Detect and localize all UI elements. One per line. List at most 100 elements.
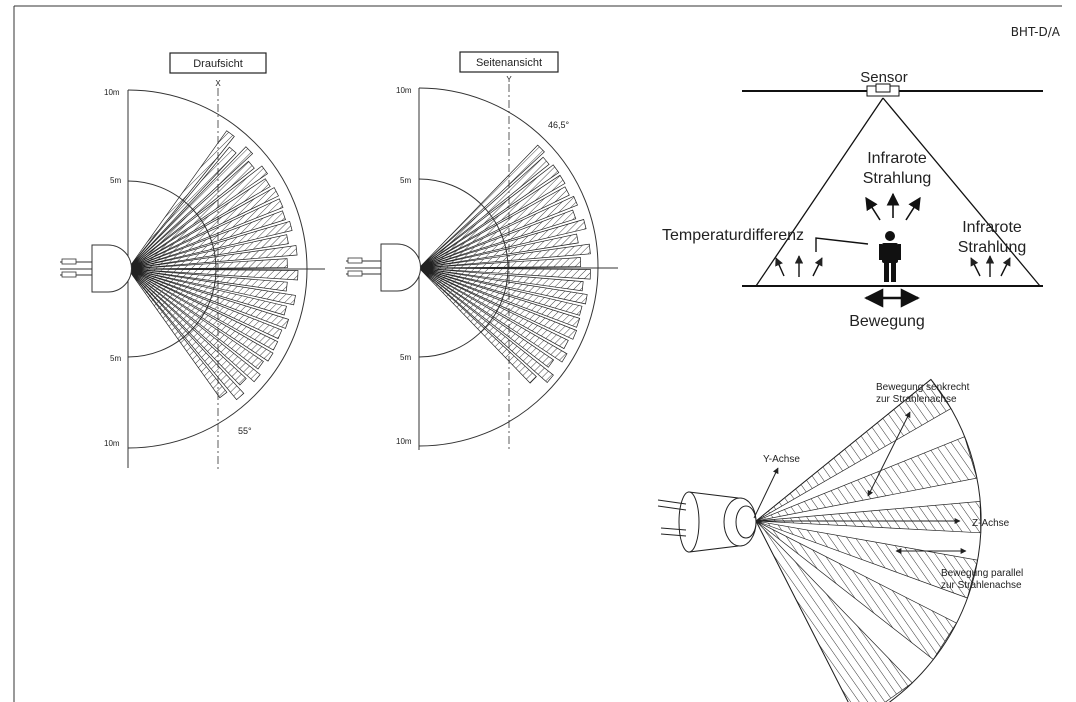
- side-view-zone: [418, 267, 537, 384]
- side-view-axis-label: Y: [506, 75, 512, 84]
- temperature-difference-leader: [815, 237, 869, 252]
- top-view-zone: [127, 268, 261, 383]
- side-view-zone: [418, 195, 578, 269]
- side-view-zone: [418, 267, 588, 305]
- side-view-zone: [418, 267, 591, 280]
- perpendicular-movement-label-line1: Bewegung senkrecht: [876, 382, 970, 393]
- side-view-zone: [418, 144, 545, 269]
- top-view-zone: [127, 165, 268, 270]
- floor-ir-arrow-right-1: [970, 257, 981, 277]
- top-view-zone: [127, 187, 279, 270]
- floor-ir-arrow-left-1: [775, 257, 785, 277]
- top-view-axis-label: X: [215, 79, 221, 88]
- top-view-zone: [127, 198, 284, 270]
- top-view-zone: [127, 130, 235, 270]
- lens-3d-hatched-zone: [755, 501, 982, 534]
- sensor-cylinder: [657, 491, 757, 553]
- side-view-scale-label-5m-top: 5m: [400, 176, 411, 185]
- side-view-sensor-icon: [346, 243, 421, 292]
- top-view-diagram: Draufsicht X 10m 5m 5m 10m 55°: [60, 52, 325, 470]
- top-view-zone: [127, 146, 237, 270]
- top-view-zone: [127, 234, 289, 270]
- side-view-zone: [418, 233, 579, 269]
- perpendicular-movement-label-line2: zur Strahlenachse: [876, 394, 957, 405]
- side-view-zone: [418, 174, 566, 269]
- lens-3d-detection-fan: [755, 378, 982, 702]
- side-view-zone: [418, 267, 569, 350]
- detection-cone-left: [755, 97, 884, 287]
- top-view-title-box: [169, 52, 267, 74]
- top-view-zone: [127, 268, 245, 401]
- top-view-zone: [127, 268, 299, 281]
- ir-center-label-line1: Infrarote: [867, 150, 927, 167]
- ir-center-arrow-left: [865, 196, 881, 221]
- top-view-scale-label-10m-top: 10m: [104, 88, 120, 97]
- floor-ir-arrow-right-3: [1000, 257, 1011, 277]
- ceiling-sensor: [866, 83, 900, 97]
- ir-right-label-line2: Strahlung: [958, 239, 1027, 256]
- top-view-zone: [127, 178, 271, 270]
- top-view-zone: [127, 268, 279, 351]
- side-view-zone: [418, 219, 587, 269]
- lens-3d-diagram: Y-Achse Z-Achse Bewegung senkrecht zur S…: [657, 378, 1023, 702]
- sensor-label: Sensor: [860, 69, 908, 86]
- top-view-detection-fan: [127, 130, 299, 401]
- top-view-range-5m-arc: [127, 180, 217, 358]
- side-view-zone: [418, 267, 584, 292]
- top-view-zone: [127, 268, 290, 329]
- top-view-zone: [127, 268, 288, 292]
- principle-diagram: Sensor Infrarote Strahlung Infrarote Str…: [662, 69, 1043, 330]
- side-view-zone: [418, 267, 568, 363]
- top-view-zone: [127, 220, 293, 270]
- side-view-zone: [418, 267, 583, 316]
- side-view-zone: [418, 267, 554, 384]
- side-view-angle-label: 46,5°: [548, 120, 570, 130]
- top-view-zone: [127, 268, 274, 362]
- top-view-zone: [127, 268, 228, 399]
- top-view-range-10m-arc: [127, 89, 308, 449]
- parallel-movement-label-line2: zur Strahlenachse: [941, 580, 1022, 591]
- side-view-zone: [418, 267, 581, 328]
- side-view-zone: [418, 257, 582, 269]
- side-view-range-5m-arc: [418, 178, 509, 358]
- lens-3d-hatched-zone: [755, 520, 958, 661]
- y-axis-label: Y-Achse: [763, 454, 800, 465]
- z-axis-label: Z-Achse: [972, 518, 1010, 529]
- side-view-scale-label-10m-top: 10m: [396, 86, 412, 95]
- detection-cone-right: [882, 97, 1041, 287]
- top-view-zone: [127, 268, 287, 316]
- ir-center-arrow-right: [905, 196, 921, 221]
- side-view-scale-label-10m-bottom: 10m: [396, 437, 412, 446]
- lens-3d-hatched-zone: [755, 520, 913, 702]
- lens-3d-hatched-zone: [755, 520, 979, 599]
- top-view-zone: [127, 268, 296, 306]
- parallel-movement-label-line1: Bewegung parallel: [941, 568, 1023, 579]
- side-view-zone: [418, 267, 555, 368]
- top-view-zone: [127, 210, 286, 270]
- document-code: BHT-D/A: [1011, 25, 1061, 39]
- side-view-zone: [418, 156, 550, 269]
- top-view-zone: [127, 245, 298, 270]
- top-view-zone: [127, 268, 247, 386]
- top-view-zone: [127, 268, 283, 340]
- top-view-zone: [127, 146, 254, 270]
- perpendicular-movement-arrow: [867, 411, 911, 497]
- top-view-zone: [127, 258, 288, 270]
- side-view-title: Seitenansicht: [476, 57, 542, 69]
- side-view-zone: [418, 164, 560, 269]
- top-view-title: Draufsicht: [193, 58, 243, 70]
- movement-label: Bewegung: [849, 313, 925, 330]
- side-view-title-box: [459, 51, 559, 73]
- side-view-zone: [418, 243, 591, 269]
- top-view-sensor-icon: [60, 244, 132, 293]
- ir-center-label-line2: Strahlung: [863, 170, 932, 187]
- top-view-scale-label-5m-top: 5m: [110, 176, 121, 185]
- ir-right-label-line1: Infrarote: [962, 219, 1022, 236]
- top-view-zone: [127, 268, 264, 370]
- side-view-diagram: Seitenansicht Y 10m 5m 5m 10m 46,5°: [345, 51, 618, 452]
- side-view-scale-label-5m-bottom: 5m: [400, 353, 411, 362]
- person-icon: [879, 231, 901, 282]
- lens-3d-hatched-zone: [755, 436, 978, 522]
- temperature-difference-label: Temperaturdifferenz: [662, 227, 804, 244]
